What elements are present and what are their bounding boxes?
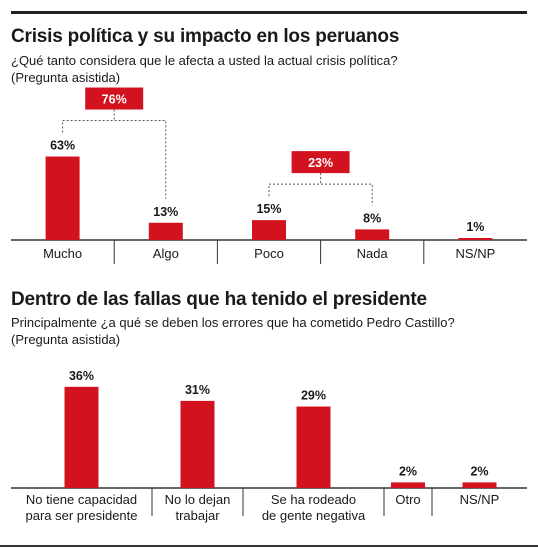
chart-2-bar: [180, 400, 215, 488]
chart-2-category-label: para ser presidente: [25, 508, 137, 523]
chart-1-category-label: Nada: [357, 246, 389, 261]
chart-2-category-label: Otro: [395, 492, 420, 507]
chart-1-value-label: 8%: [363, 211, 381, 225]
chart-2-value-label: 36%: [69, 369, 94, 383]
chart-1-group-box: [291, 151, 350, 174]
chart-2-value-label: 29%: [301, 389, 326, 403]
chart-1-group-bracket: [62, 120, 167, 199]
chart-2-bar: [391, 482, 425, 488]
chart-2-category-label: NS/NP: [460, 492, 500, 507]
chart-1-value-label: 13%: [153, 205, 178, 219]
chart-2-value-label: 2%: [470, 464, 488, 478]
chart-1-value-label: 15%: [256, 202, 281, 216]
chart-1-bar: [458, 238, 493, 240]
chart-2-bar: [64, 386, 99, 488]
chart-1-category-label: Poco: [254, 246, 284, 261]
chart-2-bar: [462, 482, 497, 488]
chart-1-category-label: Mucho: [43, 246, 82, 261]
bottom-rule: [0, 545, 538, 547]
chart-2-bar: [296, 406, 331, 488]
chart-1-group-label: 23%: [308, 156, 333, 170]
chart-2-category-label: trabajar: [175, 508, 220, 523]
chart-2-category-label: de gente negativa: [262, 508, 366, 523]
chart-2-category-label: Se ha rodeado: [271, 492, 356, 507]
top-rule: [11, 11, 527, 14]
chart-2-category-label: No lo dejan: [165, 492, 231, 507]
chart-1-title: Crisis política y su impacto en los peru…: [11, 26, 400, 47]
chart-1-subtitle-line-2: (Pregunta asistida): [11, 70, 121, 85]
chart-2-subtitle-line-2: (Pregunta asistida): [11, 332, 121, 347]
chart-1-bar: [355, 229, 390, 240]
chart-1-subtitle-line-1: ¿Qué tanto considera que le afecta a ust…: [11, 53, 398, 68]
chart-2-title: Dentro de las fallas que ha tenido el pr…: [11, 289, 427, 310]
chart-1-value-label: 1%: [466, 220, 484, 234]
chart-1-bar: [45, 156, 80, 240]
chart-2-category-label: No tiene capacidad: [26, 492, 137, 507]
chart-1-group-bracket: [268, 183, 373, 206]
chart-2-value-label: 31%: [185, 383, 210, 397]
chart-1-group-box: [85, 87, 144, 110]
chart-1-category-label: Algo: [153, 246, 179, 261]
chart-2-subtitle-line-1: Principalmente ¿a qué se deben los error…: [11, 315, 455, 330]
chart-1-value-label: 63%: [50, 139, 75, 153]
chart-2-value-label: 2%: [399, 464, 417, 478]
chart-1-group-label: 76%: [102, 93, 127, 107]
chart-1-bar: [148, 222, 183, 240]
chart-1-category-label: NS/NP: [456, 246, 496, 261]
chart-1-bar: [252, 220, 286, 240]
